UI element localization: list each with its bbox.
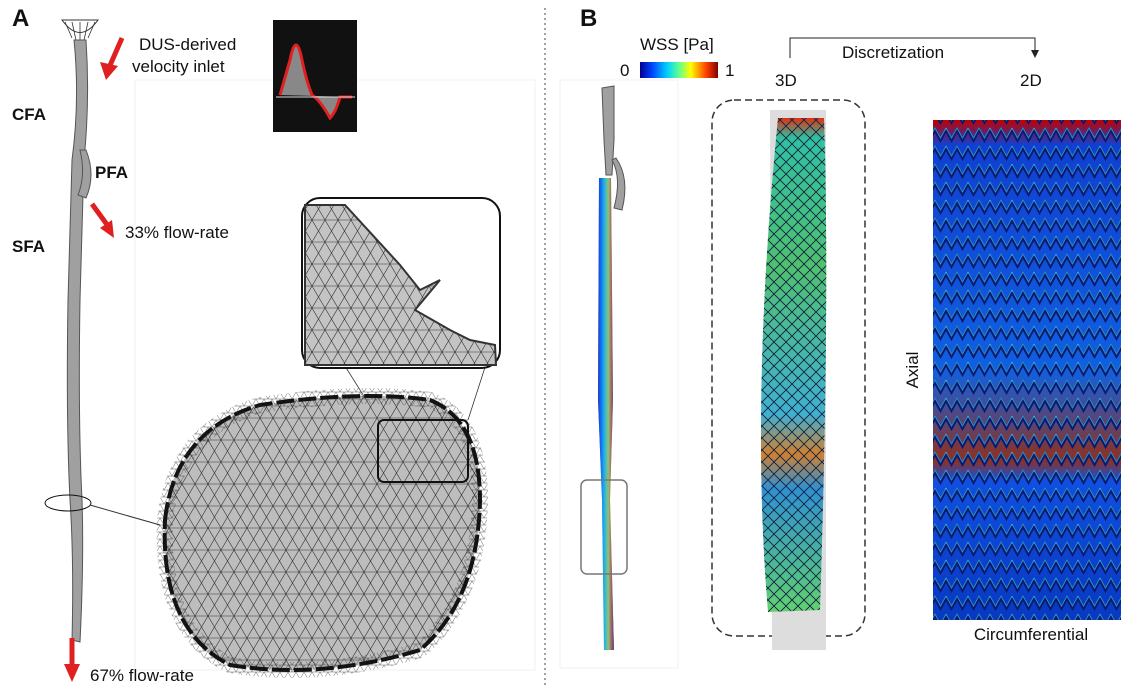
- inlet-lines: [64, 21, 96, 42]
- inlet-label: velocity inlet: [132, 57, 225, 76]
- inlet-label: DUS-derived: [139, 35, 236, 54]
- discretization-label: Discretization: [842, 43, 944, 62]
- colorbar: [640, 62, 718, 78]
- outlet-label: 67% flow-rate: [90, 666, 194, 685]
- arrow-head: [64, 664, 80, 682]
- colorbar-max: 1: [725, 61, 734, 80]
- frame: [559, 79, 679, 669]
- stage-label: 3D: [775, 71, 797, 90]
- axis-label: Axial: [903, 352, 922, 389]
- vessel-label: CFA: [12, 105, 46, 124]
- section-marker: [44, 494, 92, 512]
- colorbar-min: 0: [620, 61, 629, 80]
- panel-label: A: [12, 5, 29, 32]
- arrow-head: [100, 220, 114, 238]
- wss-struts: [933, 120, 1121, 620]
- arrow: [89, 202, 111, 228]
- stent-struts: [760, 118, 827, 612]
- vessel-label: PFA: [95, 163, 128, 182]
- stented-vessel-tint: [598, 178, 614, 650]
- panel-label: B: [580, 5, 597, 32]
- arrow-head: [100, 62, 118, 80]
- leader: [89, 504, 161, 526]
- vessel-label: SFA: [12, 237, 45, 256]
- outlet-label: 33% flow-rate: [125, 223, 229, 242]
- axis-label: Circumferential: [974, 625, 1088, 644]
- colorbar-title: WSS [Pa]: [640, 35, 714, 54]
- zoom-marker: [377, 419, 469, 483]
- pfa-branch: [611, 157, 626, 211]
- vessel-proximal: [601, 85, 615, 176]
- zoom-box: [711, 99, 866, 637]
- boundary-layer: [156, 388, 489, 678]
- stage-label: 2D: [1020, 71, 1042, 90]
- waveform: [278, 43, 352, 121]
- vessel: [66, 39, 89, 643]
- bracket: [789, 37, 1036, 58]
- zoom-marker: [580, 479, 628, 575]
- zoom-mesh-lines: [304, 204, 498, 366]
- arrow-head: [1031, 50, 1039, 58]
- pfa-branch: [77, 149, 92, 199]
